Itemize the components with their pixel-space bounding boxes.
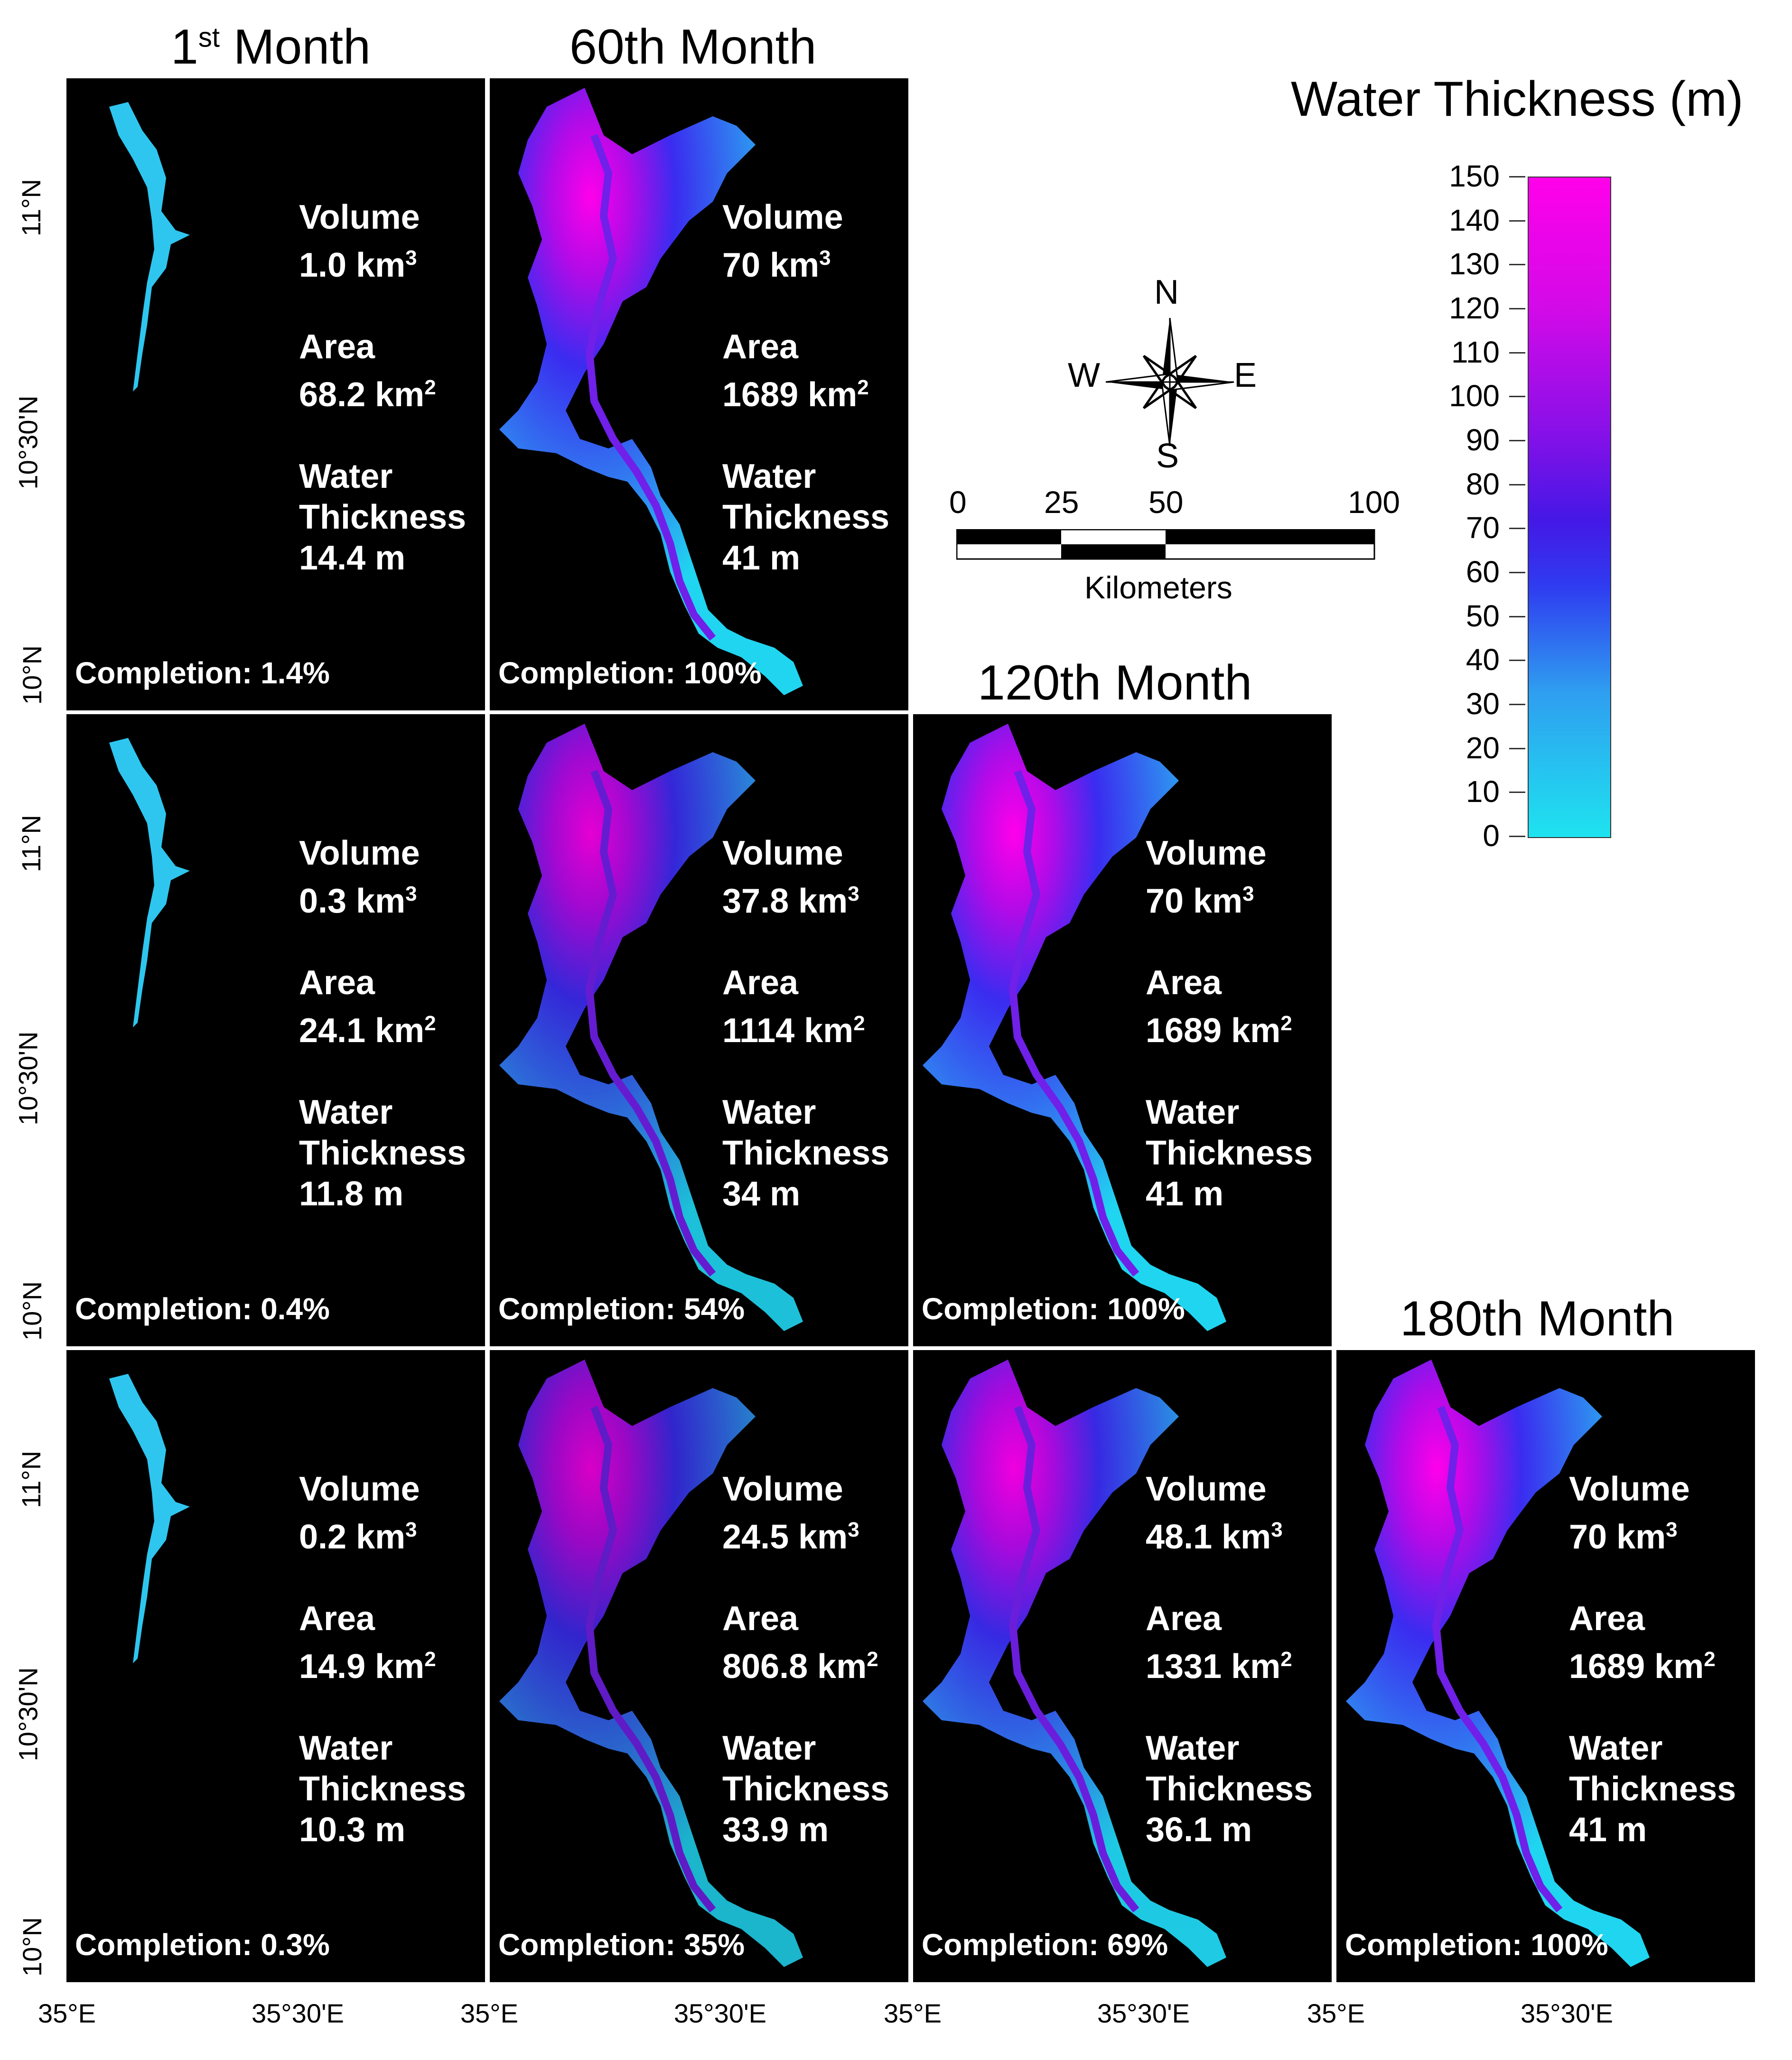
color-bar-tick-label: 150: [1449, 159, 1500, 193]
completion-label: Completion: 100%: [922, 1292, 1185, 1326]
title-120th-month: 120th Month: [978, 655, 1252, 710]
lat-tick-11N-r3: 11°N: [16, 1451, 46, 1508]
compass-e: E: [1234, 356, 1257, 394]
color-bar-tick-mark: [1509, 660, 1525, 662]
color-bar-tick-label: 140: [1449, 203, 1500, 237]
color-bar-tick-label: 10: [1465, 774, 1500, 809]
lat-tick-1030N-r3: 10°30'N: [13, 1667, 43, 1762]
color-bar-tick-label: 40: [1465, 643, 1500, 677]
color-bar-tick-mark: [1509, 220, 1525, 222]
panel-60th-month-r3: Volume 24.5 km3 Area 806.8 km2 Water Thickn…: [490, 1350, 908, 1982]
color-bar-tick-mark: [1509, 308, 1525, 309]
lon-tick-3530E-c1: 35°30'E: [252, 1998, 345, 2028]
scale-tick-100: 100: [1348, 485, 1400, 520]
color-bar-tick-label: 0: [1483, 819, 1500, 853]
color-bar-tick-label: 90: [1465, 423, 1500, 457]
completion-label: Completion: 0.4%: [75, 1292, 330, 1326]
panel-60th-month-r1: Volume 70 km3 Area 1689 km2 Water Thickness…: [490, 78, 908, 710]
color-bar-tick-label: 30: [1465, 687, 1500, 721]
title-60th-month: 60th Month: [569, 19, 817, 75]
panel-60th-month-r2: Volume 37.8 km3 Area 1114 km2 Water Thickne…: [490, 714, 908, 1346]
color-bar-tick-mark: [1509, 747, 1525, 749]
color-bar-tick-mark: [1509, 572, 1525, 573]
color-bar-tick-mark: [1509, 484, 1525, 485]
completion-label: Completion: 0.3%: [75, 1928, 330, 1962]
scale-tick-0: 0: [949, 485, 967, 520]
title-1st-month: 1st Month: [171, 19, 371, 75]
color-bar-tick-label: 130: [1449, 247, 1500, 281]
lat-tick-10N-r1: 10°N: [17, 645, 47, 705]
title-180th-month: 180th Month: [1400, 1291, 1675, 1346]
completion-label: Completion: 1.4%: [75, 656, 330, 690]
lon-tick-3530E-c2: 35°30'E: [674, 1998, 767, 2028]
color-bar-tick-mark: [1509, 704, 1525, 705]
lon-tick-3530E-c3: 35°30'E: [1097, 1998, 1190, 2028]
completion-label: Completion: 35%: [498, 1928, 745, 1962]
scale-tick-25: 25: [1044, 485, 1079, 520]
completion-label: Completion: 54%: [498, 1292, 745, 1326]
stats: Volume 24.5 km3 Area 806.8 km2 Water Thickn…: [722, 1470, 890, 1849]
lon-tick-3530E-c4: 35°30'E: [1521, 1998, 1614, 2028]
compass-rose-icon: [1105, 317, 1234, 447]
compass-n: N: [1154, 273, 1179, 311]
color-bar-tick-mark: [1509, 792, 1525, 793]
panel-120th-month-r2: Volume 70 km3 Area 1689 km2 Water Thickness…: [913, 714, 1332, 1346]
stats: Volume 70 km3 Area 1689 km2 Water Thickness…: [722, 198, 890, 577]
color-bar-tick-label: 70: [1465, 511, 1500, 545]
lon-tick-35E-c1: 35°E: [38, 1998, 96, 2028]
color-bar-tick-mark: [1509, 396, 1525, 398]
color-bar-tick-label: 60: [1465, 555, 1500, 589]
color-bar-tick-label: 100: [1449, 379, 1500, 413]
color-bar-tick-label: 80: [1465, 466, 1500, 501]
lon-tick-35E-c2: 35°E: [460, 1998, 519, 2028]
lat-tick-1030N-r1: 10°30'N: [13, 395, 43, 490]
color-bar: [1528, 177, 1611, 838]
lon-tick-35E-c3: 35°E: [884, 1998, 942, 2028]
color-bar-tick-label: 50: [1465, 598, 1500, 633]
stats: Volume 0.3 km3 Area 24.1 km2 Water Thicknes…: [299, 834, 467, 1213]
panel-180th-month-r3: Volume 70 km3 Area 1689 km2 Water Thickness…: [1336, 1350, 1755, 1982]
color-bar-tick-mark: [1509, 440, 1525, 441]
completion-label: Completion: 100%: [1345, 1928, 1608, 1962]
lon-tick-35E-c4: 35°E: [1307, 1998, 1365, 2028]
completion-label: Completion: 100%: [498, 656, 762, 690]
stats: Volume 70 km3 Area 1689 km2 Water Thickness…: [1146, 834, 1313, 1213]
lat-tick-11N-r2: 11°N: [16, 815, 46, 872]
color-bar-tick-label: 20: [1465, 730, 1500, 765]
color-bar-tick-label: 110: [1451, 335, 1500, 369]
stats: Volume 1.0 km3 Area 68.2 km2 Water Thicknes…: [299, 198, 467, 577]
panel-1st-month-r2: Volume 0.3 km3 Area 24.1 km2 Water Thicknes…: [66, 714, 485, 1346]
color-bar-tick-mark: [1509, 264, 1525, 266]
color-bar-tick-mark: [1509, 528, 1525, 530]
compass-s: S: [1156, 437, 1179, 475]
completion-label: Completion: 69%: [922, 1928, 1168, 1962]
scale-unit-label: Kilometers: [1084, 570, 1232, 605]
stats: Volume 48.1 km3 Area 1331 km2 Water Thickne…: [1146, 1470, 1313, 1849]
lat-tick-1030N-r2: 10°30'N: [13, 1031, 43, 1126]
panel-1st-month-r3: Volume 0.2 km3 Area 14.9 km2 Water Thicknes…: [66, 1350, 485, 1982]
color-bar-tick-mark: [1509, 352, 1525, 354]
color-bar-tick-mark: [1509, 176, 1525, 177]
scale-tick-50: 50: [1148, 485, 1184, 520]
lat-tick-10N-r2: 10°N: [17, 1281, 47, 1341]
scale-bar: [956, 529, 1375, 560]
color-bar-tick-mark: [1509, 615, 1525, 617]
color-bar-tick-label: 120: [1449, 291, 1500, 325]
panel-1st-month-r1: Volume 1.0 km3 Area 68.2 km2 Water Thicknes…: [66, 78, 485, 710]
stats: Volume 70 km3 Area 1689 km2 Water Thickness…: [1569, 1470, 1736, 1849]
color-bar-tick-mark: [1509, 836, 1525, 837]
lat-tick-10N-r3: 10°N: [17, 1917, 47, 1977]
legend-title: Water Thickness (m): [1291, 72, 1744, 127]
stats: Volume 0.2 km3 Area 14.9 km2 Water Thicknes…: [299, 1470, 467, 1849]
panel-120th-month-r3: Volume 48.1 km3 Area 1331 km2 Water Thickne…: [913, 1350, 1332, 1982]
lat-tick-11N-r1: 11°N: [16, 179, 46, 236]
stats: Volume 37.8 km3 Area 1114 km2 Water Thickne…: [722, 834, 890, 1213]
compass-w: W: [1068, 356, 1100, 394]
